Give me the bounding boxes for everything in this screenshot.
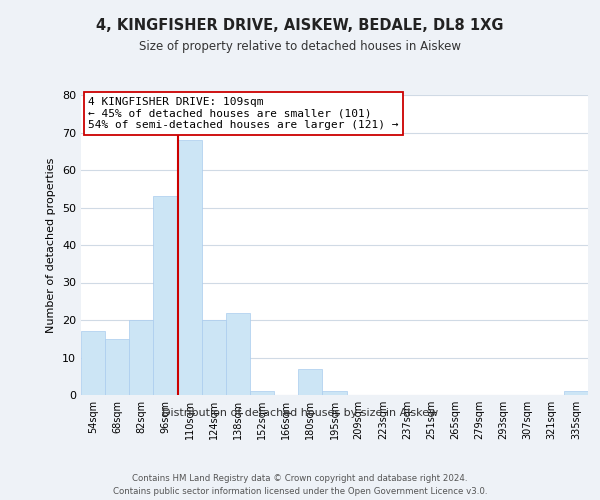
Bar — [81, 331, 105, 395]
Text: Distribution of detached houses by size in Aiskew: Distribution of detached houses by size … — [162, 408, 438, 418]
Y-axis label: Number of detached properties: Number of detached properties — [46, 158, 56, 332]
Text: 4, KINGFISHER DRIVE, AISKEW, BEDALE, DL8 1XG: 4, KINGFISHER DRIVE, AISKEW, BEDALE, DL8… — [96, 18, 504, 32]
Text: Size of property relative to detached houses in Aiskew: Size of property relative to detached ho… — [139, 40, 461, 53]
Text: 4 KINGFISHER DRIVE: 109sqm
← 45% of detached houses are smaller (101)
54% of sem: 4 KINGFISHER DRIVE: 109sqm ← 45% of deta… — [88, 97, 399, 130]
Bar — [129, 320, 154, 395]
Bar — [202, 320, 226, 395]
Bar — [298, 369, 322, 395]
Bar — [322, 391, 347, 395]
Bar — [178, 140, 202, 395]
Bar — [105, 339, 129, 395]
Text: Contains public sector information licensed under the Open Government Licence v3: Contains public sector information licen… — [113, 488, 487, 496]
Bar — [564, 391, 588, 395]
Bar — [154, 196, 178, 395]
Bar — [250, 391, 274, 395]
Bar — [226, 312, 250, 395]
Text: Contains HM Land Registry data © Crown copyright and database right 2024.: Contains HM Land Registry data © Crown c… — [132, 474, 468, 483]
